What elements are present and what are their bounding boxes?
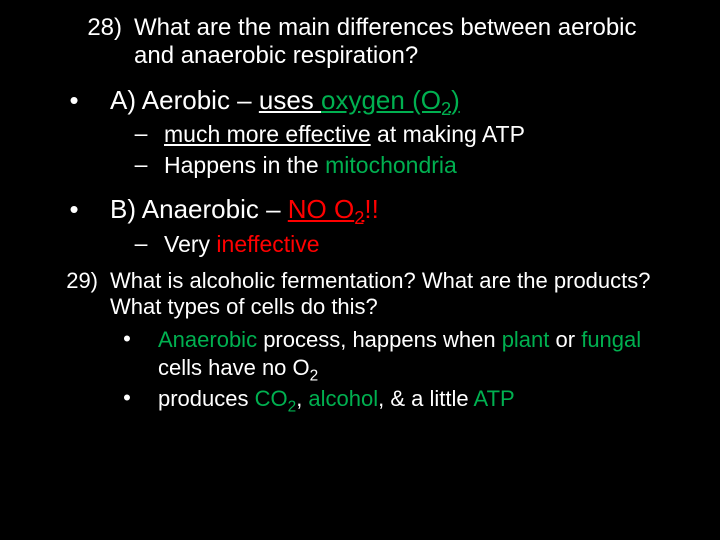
- q28-a-sub1-ul: much more effective: [164, 121, 371, 147]
- q28-a-sub2-green: mitochondria: [325, 152, 457, 178]
- q28-a-sub2-text: Happens in the mitochondria: [164, 151, 457, 180]
- bullet-dash-icon: –: [118, 151, 164, 178]
- q28-a-line: • A) Aerobic – uses oxygen (O2): [38, 85, 682, 117]
- q29-b2-t3: , & a little: [378, 386, 473, 411]
- q29-b2-g1: CO2: [255, 386, 297, 411]
- q28-a-oxygen-pre: oxygen (O: [321, 85, 441, 115]
- q28-a-sub1-rest: at making ATP: [371, 121, 525, 147]
- q28-a-sub2-pre: Happens in the: [164, 152, 325, 178]
- q29-question-text: What is alcoholic fermentation? What are…: [110, 268, 682, 320]
- q28-question-text: What are the main differences between ae…: [134, 14, 682, 71]
- q28-number: 28): [38, 14, 134, 42]
- q28-a-oxygen: oxygen (O2): [321, 85, 460, 115]
- bullet-dash-icon: –: [118, 120, 164, 147]
- q29-b2: • produces CO2, alcohol, & a little ATP: [38, 385, 682, 413]
- q29-b2-t2: ,: [296, 386, 308, 411]
- q29-b2-t1: produces: [158, 386, 255, 411]
- q28-a-text: A) Aerobic – uses oxygen (O2): [110, 85, 460, 117]
- q28-b-no: NO O2: [288, 194, 365, 224]
- bullet-dot-icon: •: [96, 326, 158, 352]
- q29-b1: • Anaerobic process, happens when plant …: [38, 326, 682, 381]
- q29-b1-sub: 2: [310, 367, 319, 384]
- q28-a-label: A) Aerobic –: [110, 85, 259, 115]
- q29-b1-text: Anaerobic process, happens when plant or…: [158, 326, 682, 381]
- q28-b-sub1-text: Very ineffective: [164, 230, 320, 259]
- q28-a-oxygen-sub: 2: [441, 99, 451, 119]
- q29-b2-g3: ATP: [474, 386, 515, 411]
- q28-b-sub1: – Very ineffective: [38, 230, 682, 259]
- bullet-dot-icon: •: [96, 385, 158, 411]
- q28-b-sub1-pre: Very: [164, 231, 216, 257]
- q28-b-text: B) Anaerobic – NO O2!!: [110, 194, 379, 226]
- q28-a-sub2: – Happens in the mitochondria: [38, 151, 682, 180]
- q28-a-oxygen-post: ): [451, 85, 460, 115]
- q28-a-sub1-text: much more effective at making ATP: [164, 120, 525, 149]
- bullet-dot-icon: •: [38, 85, 110, 116]
- q29-b1-g2: plant: [502, 327, 550, 352]
- q28-b-line: • B) Anaerobic – NO O2!!: [38, 194, 682, 226]
- q29-number: 29): [38, 268, 110, 294]
- q29-b2-g1-pre: CO: [255, 386, 288, 411]
- q28-b-no-sub: 2: [354, 208, 364, 228]
- q29-b2-g2: alcohol: [308, 386, 378, 411]
- q28-b-excl: !!: [364, 194, 378, 224]
- q29-question-line: 29) What is alcoholic fermentation? What…: [38, 268, 682, 320]
- q28-a-uses: uses: [259, 85, 321, 115]
- q29-b2-g1-sub: 2: [288, 399, 297, 416]
- q28-b-label: B) Anaerobic –: [110, 194, 288, 224]
- q29-b1-t2: or: [549, 327, 581, 352]
- q28-a-sub1: – much more effective at making ATP: [38, 120, 682, 149]
- q28-b-sub1-red: ineffective: [216, 231, 319, 257]
- q29-b1-t1: process, happens when: [257, 327, 502, 352]
- q28-b-no-pre: NO O: [288, 194, 354, 224]
- q29-b1-g1: Anaerobic: [158, 327, 257, 352]
- q28-question-line: 28) What are the main differences betwee…: [38, 14, 682, 71]
- q29-b2-text: produces CO2, alcohol, & a little ATP: [158, 385, 515, 413]
- q29-b1-g3: fungal: [581, 327, 641, 352]
- q29-b1-t3: cells have no O: [158, 355, 310, 380]
- bullet-dot-icon: •: [38, 194, 110, 225]
- bullet-dash-icon: –: [118, 230, 164, 257]
